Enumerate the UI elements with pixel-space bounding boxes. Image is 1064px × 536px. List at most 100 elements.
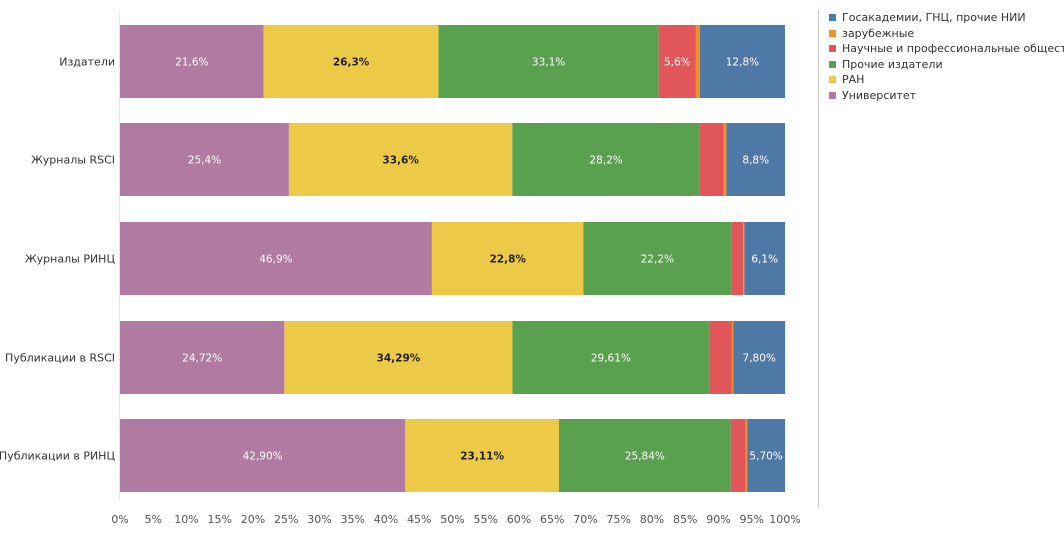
category-label: Журналы РИНЦ	[25, 253, 116, 266]
data-label: 28,2%	[589, 155, 622, 167]
bar-segment	[744, 222, 785, 295]
data-label: 34,29%	[377, 353, 421, 365]
legend-swatch	[829, 76, 836, 84]
bar-segment	[658, 25, 696, 98]
data-label: 23,11%	[460, 451, 504, 463]
bar-segment	[730, 419, 746, 492]
legend-label: РАН	[842, 73, 865, 87]
data-label: 22,8%	[489, 254, 526, 266]
legend-label: Прочие издатели	[842, 57, 943, 71]
category-label: Публикации в RSCI	[5, 352, 115, 365]
x-tick-label: 0%	[111, 513, 128, 526]
x-tick-label: 60%	[507, 513, 531, 526]
bar-segment	[743, 222, 745, 295]
data-label: 5,70%	[749, 451, 782, 463]
data-label: 12,8%	[726, 57, 759, 69]
legend-label: Университет	[842, 88, 917, 102]
category-label: Публикации в РИНЦ	[0, 450, 115, 463]
bar-group: Журналы РИНЦ 46,9% 22,8% 22,2% 6,1%	[25, 222, 785, 295]
bar-segment	[733, 321, 786, 394]
x-tick-label: 50%	[440, 513, 464, 526]
x-tick-label: 35%	[341, 513, 365, 526]
bar-segment	[726, 123, 785, 196]
bar-segment	[745, 419, 748, 492]
category-label: Издатели	[59, 56, 115, 69]
chart-legend: Госакадемии, ГНЦ, прочие НИИ зарубежные На…	[818, 10, 1064, 508]
bar-segment	[120, 25, 264, 98]
data-label: 33,6%	[382, 155, 419, 167]
x-tick-label: 10%	[174, 513, 198, 526]
x-tick-label: 70%	[573, 513, 597, 526]
x-tick-label: 75%	[607, 513, 631, 526]
x-tick-label: 30%	[307, 513, 331, 526]
data-label: 26,3%	[333, 57, 370, 69]
bar-segment	[512, 321, 710, 394]
legend-label: Научные и профессиональные общества	[842, 42, 1064, 56]
data-label: 29,61%	[591, 353, 631, 365]
x-tick-label: 15%	[208, 513, 232, 526]
x-tick-label: 100%	[769, 513, 800, 526]
data-label: 42,90%	[243, 451, 283, 463]
x-tick-label: 85%	[673, 513, 697, 526]
bar-segment	[699, 25, 785, 98]
data-label: 46,9%	[259, 254, 292, 266]
bar-segment	[695, 25, 700, 98]
legend-item: Научные и профессиональные общества	[829, 41, 1064, 57]
data-label: 25,4%	[188, 155, 221, 167]
chart-plot-area: Издатели 21,6% 26,3% 33,1% 5,6% 12,8% Журналы …	[0, 12, 801, 526]
x-tick-label: 20%	[241, 513, 265, 526]
x-tick-label: 90%	[706, 513, 730, 526]
data-label: 24,72%	[182, 353, 222, 365]
x-tick-label: 65%	[540, 513, 564, 526]
x-tick-label: 55%	[474, 513, 498, 526]
bar-group: Публикации в РИНЦ 42,90% 23,11% 25,84% 5,70%	[0, 419, 786, 492]
bar-segment	[731, 321, 734, 394]
bar-segment	[120, 123, 289, 196]
x-tick-label: 5%	[145, 513, 162, 526]
x-tick-label: 25%	[274, 513, 298, 526]
legend-item: РАН	[829, 72, 1058, 88]
bar-segment	[723, 123, 727, 196]
x-tick-label: 45%	[407, 513, 431, 526]
bar-segment	[747, 419, 786, 492]
bar-segment	[431, 222, 584, 295]
legend-swatch	[829, 60, 836, 68]
legend-item: Прочие издатели	[829, 57, 1058, 73]
bar-segment	[709, 321, 732, 394]
legend-item: Госакадемии, ГНЦ, прочие НИИ	[829, 10, 1058, 26]
legend-label: Госакадемии, ГНЦ, прочие НИИ	[842, 11, 1026, 25]
data-label: 25,84%	[625, 451, 665, 463]
legend-swatch	[829, 91, 836, 99]
x-tick-label: 95%	[740, 513, 764, 526]
x-tick-label: 80%	[640, 513, 664, 526]
bar-segment	[512, 123, 700, 196]
data-label: 8,8%	[742, 155, 769, 167]
bar-segment	[699, 123, 724, 196]
legend-item: зарубежные	[829, 26, 1058, 42]
bar-segment	[288, 123, 513, 196]
bar-segment	[558, 419, 731, 492]
data-label: 5,6%	[664, 57, 691, 69]
category-label: Журналы RSCI	[31, 154, 115, 167]
data-label: 7,80%	[743, 353, 776, 365]
data-label: 21,6%	[175, 57, 208, 69]
bar-segment	[120, 419, 406, 492]
legend-item: Университет	[829, 88, 1058, 104]
x-tick-label: 40%	[374, 513, 398, 526]
data-label: 22,2%	[641, 254, 674, 266]
bar-segment	[120, 222, 432, 295]
legend-swatch	[829, 14, 836, 22]
bar-segment	[284, 321, 513, 394]
legend-label: зарубежные	[842, 26, 915, 40]
bar-segment	[438, 25, 659, 98]
bar-group: Журналы RSCI 25,4% 33,6% 28,2% 8,8%	[31, 123, 785, 196]
data-label: 6,1%	[751, 254, 778, 266]
data-label: 33,1%	[532, 57, 565, 69]
bar-segment	[583, 222, 732, 295]
bar-segment	[263, 25, 439, 98]
legend-swatch	[829, 45, 836, 53]
bar-segment	[731, 222, 744, 295]
bar-segment	[120, 321, 285, 394]
bar-group: Издатели 21,6% 26,3% 33,1% 5,6% 12,8%	[59, 25, 785, 98]
